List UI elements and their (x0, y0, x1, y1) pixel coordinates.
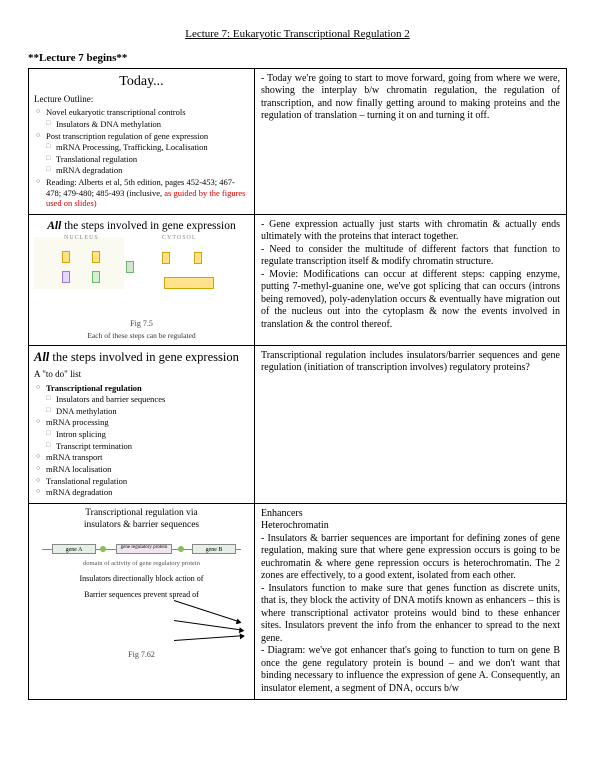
notes-4-h2: Heterochromatin (261, 520, 560, 533)
fig-chip (194, 252, 202, 264)
nucleus-box (34, 237, 124, 289)
fig-7-5-sub: Each of these steps can be regulated (34, 331, 249, 340)
title-rest: the steps involved in gene expression (49, 350, 239, 364)
arrows (34, 600, 249, 650)
todo-item: Insulators and barrier sequences (36, 394, 249, 405)
fig-chip (92, 251, 100, 263)
slide-1: Today... Lecture Outline: Novel eukaryot… (29, 68, 255, 214)
todo-item: Intron splicing (36, 429, 249, 440)
slide-4: Transcriptional regulation via insulator… (29, 503, 255, 700)
lecture-begins: **Lecture 7 begins** (28, 52, 567, 66)
todo-item: mRNA localisation (36, 464, 249, 475)
outline-item: Reading: Alberts et al, 5th edition, pag… (36, 177, 249, 209)
insulator-dot (100, 546, 106, 552)
slide-2: All the steps involved in gene expressio… (29, 214, 255, 345)
insulator-line: Insulators directionally block action of (34, 574, 249, 584)
notes-4: Enhancers Heterochromatin - Insulators &… (254, 503, 566, 700)
fig-chip (62, 251, 70, 263)
outline-list: Novel eukaryotic transcriptional control… (34, 107, 249, 209)
slide-2-title: All the steps involved in gene expressio… (34, 219, 249, 233)
notes-1: - Today we're going to start to move for… (254, 68, 566, 214)
title-rest: the steps involved in gene expression (61, 220, 235, 232)
notes-table: Today... Lecture Outline: Novel eukaryot… (28, 68, 567, 701)
todo-item: mRNA degradation (36, 487, 249, 498)
todo-item: Transcriptional regulation (36, 383, 249, 394)
outline-item: Novel eukaryotic transcriptional control… (36, 107, 249, 118)
gene-b-box: gene B (192, 544, 236, 554)
gene-a-box: gene A (52, 544, 96, 554)
todo-list: Transcriptional regulation Insulators an… (34, 383, 249, 498)
outline-item: mRNA degradation (36, 165, 249, 176)
fig-chip (62, 271, 70, 283)
fig-chip (126, 261, 134, 273)
slide-4-title: Transcriptional regulation via insulator… (34, 508, 249, 532)
barrier-line: Barrier sequences prevent spread of (34, 590, 249, 600)
outline-item: mRNA Processing, Trafficking, Localisati… (36, 142, 249, 153)
fig-chip (164, 277, 214, 289)
outline-header: Lecture Outline: (34, 94, 249, 105)
fig-chip (92, 271, 100, 283)
notes-4-body: - Insulators & barrier sequences are imp… (261, 533, 560, 696)
outline-item: Translational regulation (36, 154, 249, 165)
todo-item: mRNA processing (36, 417, 249, 428)
todo-item: Translational regulation (36, 476, 249, 487)
slide-1-title: Today... (34, 73, 249, 91)
figure-7-5: NUCLEUS CYTOSOL (34, 237, 249, 317)
todo-item: DNA methylation (36, 406, 249, 417)
arrow-icon (174, 620, 243, 631)
fig-7-5-caption: Fig 7.5 (34, 319, 249, 329)
insulator-dot (178, 546, 184, 552)
slide-3-title: All the steps involved in gene expressio… (34, 350, 249, 366)
title-bold: All (47, 220, 61, 232)
nucleus-label: NUCLEUS (64, 235, 99, 243)
slide-3: All the steps involved in gene expressio… (29, 345, 255, 503)
cytosol-label: CYTOSOL (162, 235, 197, 243)
notes-3: Transcriptional regulation includes insu… (254, 345, 566, 503)
title-bold: All (34, 350, 49, 364)
outline-item: Post transcription regulation of gene ex… (36, 131, 249, 142)
arrow-icon (174, 635, 244, 641)
fig-chip (162, 252, 170, 264)
notes-2: - Gene expression actually just starts w… (254, 214, 566, 345)
todo-item: mRNA transport (36, 452, 249, 463)
notes-4-h1: Enhancers (261, 508, 560, 521)
arrow-icon (174, 600, 241, 623)
reg-protein-box: gene regulatory protein (116, 544, 172, 554)
todo-item: Transcript termination (36, 441, 249, 452)
todo-header: A "to do" list (34, 369, 249, 380)
outline-item: Insulators & DNA methylation (36, 119, 249, 130)
fig-7-62-caption: Fig 7.62 (34, 650, 249, 660)
gene-row: gene A gene regulatory protein gene B (42, 538, 241, 562)
page-title: Lecture 7: Eukaryotic Transcriptional Re… (28, 28, 567, 42)
